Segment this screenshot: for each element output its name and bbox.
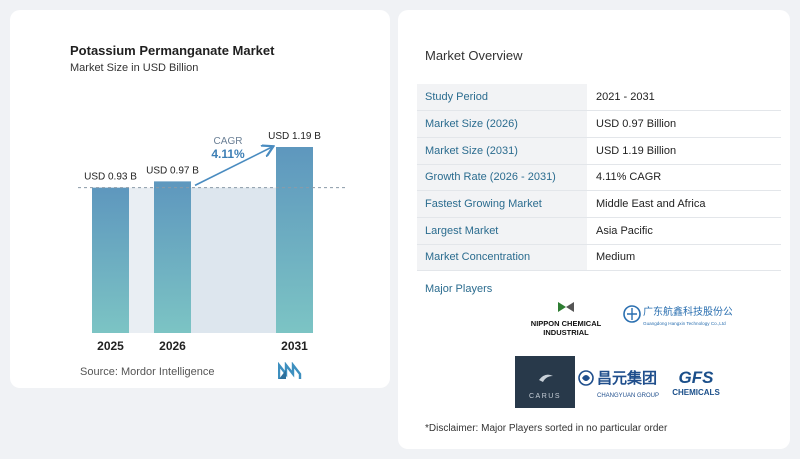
overview-table: Study Period 2021 - 2031 Market Size (2026… — [417, 84, 781, 272]
overview-row-label: Growth Rate (2026 - 2031) — [417, 164, 587, 192]
bar-chart: CAGR 4.11% USD 0.93 B 2025 USD 0.97 B 2026 U… — [78, 131, 345, 353]
mordor-intelligence-logo-icon — [278, 362, 302, 379]
svg-text:CHANGYUAN GROUP: CHANGYUAN GROUP — [597, 393, 659, 399]
svg-text:INDUSTRIAL: INDUSTRIAL — [543, 328, 589, 337]
chart-title: Potassium Permanganate Market — [70, 43, 275, 58]
source-note: Source: Mordor Intelligence — [80, 366, 215, 378]
overview-row-value: Middle East and Africa — [587, 190, 781, 218]
svg-text:昌元集团: 昌元集团 — [597, 369, 657, 387]
overview-row-label: Market Concentration — [417, 244, 587, 272]
overview-row: Growth Rate (2026 - 2031) 4.11% CAGR — [417, 164, 781, 192]
data-label: USD 0.97 B — [146, 165, 199, 176]
svg-text:NIPPON CHEMICAL: NIPPON CHEMICAL — [531, 319, 602, 328]
guangdong-hangxin-logo: 广东航鑫科技股份公司 Guangdong Hangxin Technology … — [622, 296, 732, 336]
overview-row: Market Size (2031) USD 1.19 Billion — [417, 137, 781, 165]
overview-row-value: Medium — [587, 244, 781, 272]
svg-text:CHEMICALS: CHEMICALS — [672, 388, 720, 397]
carus-logo: CARUS — [515, 356, 575, 408]
nippon-chemical-logo: NIPPON CHEMICAL INDUSTRIAL — [520, 296, 612, 342]
overview-row: Market Size (2026) USD 0.97 Billion — [417, 110, 781, 138]
svg-text:广东航鑫科技股份公司: 广东航鑫科技股份公司 — [643, 305, 732, 318]
bar-2026 — [154, 181, 191, 333]
cagr-arrow-icon — [194, 147, 272, 187]
cagr-value: 4.11% — [211, 147, 245, 161]
chart-subtitle: Market Size in USD Billion — [70, 62, 199, 74]
overview-row-value: 4.11% CAGR — [587, 164, 781, 192]
overview-row-value: 2021 - 2031 — [587, 84, 781, 112]
overview-row-label: Fastest Growing Market — [417, 190, 587, 218]
cagr-label: CAGR — [214, 136, 243, 147]
overview-title: Market Overview — [425, 48, 523, 63]
overview-row-value: USD 1.19 Billion — [587, 137, 781, 165]
x-tick-label: 2026 — [159, 339, 186, 353]
bar-2025 — [92, 187, 129, 333]
overview-row-label: Market Size (2031) — [417, 137, 587, 165]
overview-row-label: Largest Market — [417, 217, 587, 245]
svg-text:Guangdong Hangxin Technology C: Guangdong Hangxin Technology Co.,Ltd — [643, 321, 726, 326]
gfs-chemicals-logo: GFS CHEMICALS — [668, 365, 724, 399]
changyuan-group-logo: 昌元集团 CHANGYUAN GROUP — [578, 354, 666, 408]
overview-row: Fastest Growing Market Middle East and Af… — [417, 190, 781, 218]
svg-text:CARUS: CARUS — [529, 393, 561, 400]
data-label: USD 0.93 B — [84, 172, 137, 183]
overview-row-label: Market Size (2026) — [417, 110, 587, 138]
svg-text:GFS: GFS — [679, 368, 715, 387]
overview-row: Largest Market Asia Pacific — [417, 217, 781, 245]
overview-row-value: Asia Pacific — [587, 217, 781, 245]
x-tick-label: 2031 — [281, 339, 308, 353]
data-label: USD 1.19 B — [268, 131, 321, 142]
overview-row: Study Period 2021 - 2031 — [417, 84, 781, 112]
growth-band — [129, 187, 154, 333]
bar-2031 — [276, 147, 313, 333]
overview-row-label: Study Period — [417, 84, 587, 112]
major-players-title: Major Players — [425, 283, 493, 295]
x-tick-label: 2025 — [97, 339, 124, 353]
overview-row-value: USD 0.97 Billion — [587, 110, 781, 138]
overview-row: Market Concentration Medium — [417, 244, 781, 272]
disclaimer: *Disclaimer: Major Players sorted in no … — [425, 423, 668, 434]
